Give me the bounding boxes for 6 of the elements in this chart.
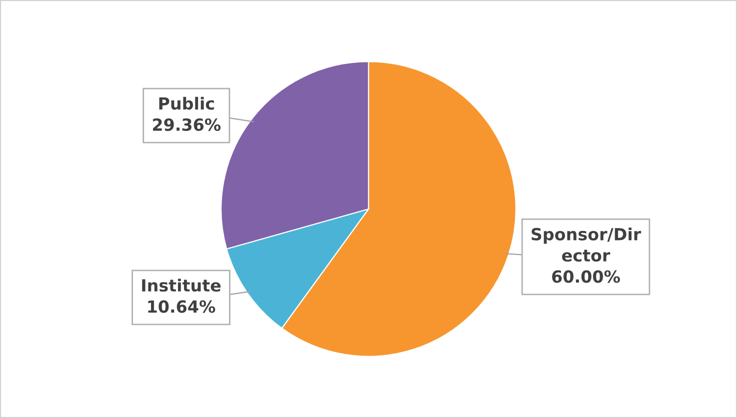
data-label: 29.36% <box>153 118 221 131</box>
slice-label: Public <box>159 96 214 110</box>
data-label: 10.64% <box>148 300 216 313</box>
slice-label: Institute <box>142 278 221 292</box>
data-label: 60.00% <box>552 270 620 283</box>
slice-label: Sponsor/Dir ector <box>532 228 642 262</box>
